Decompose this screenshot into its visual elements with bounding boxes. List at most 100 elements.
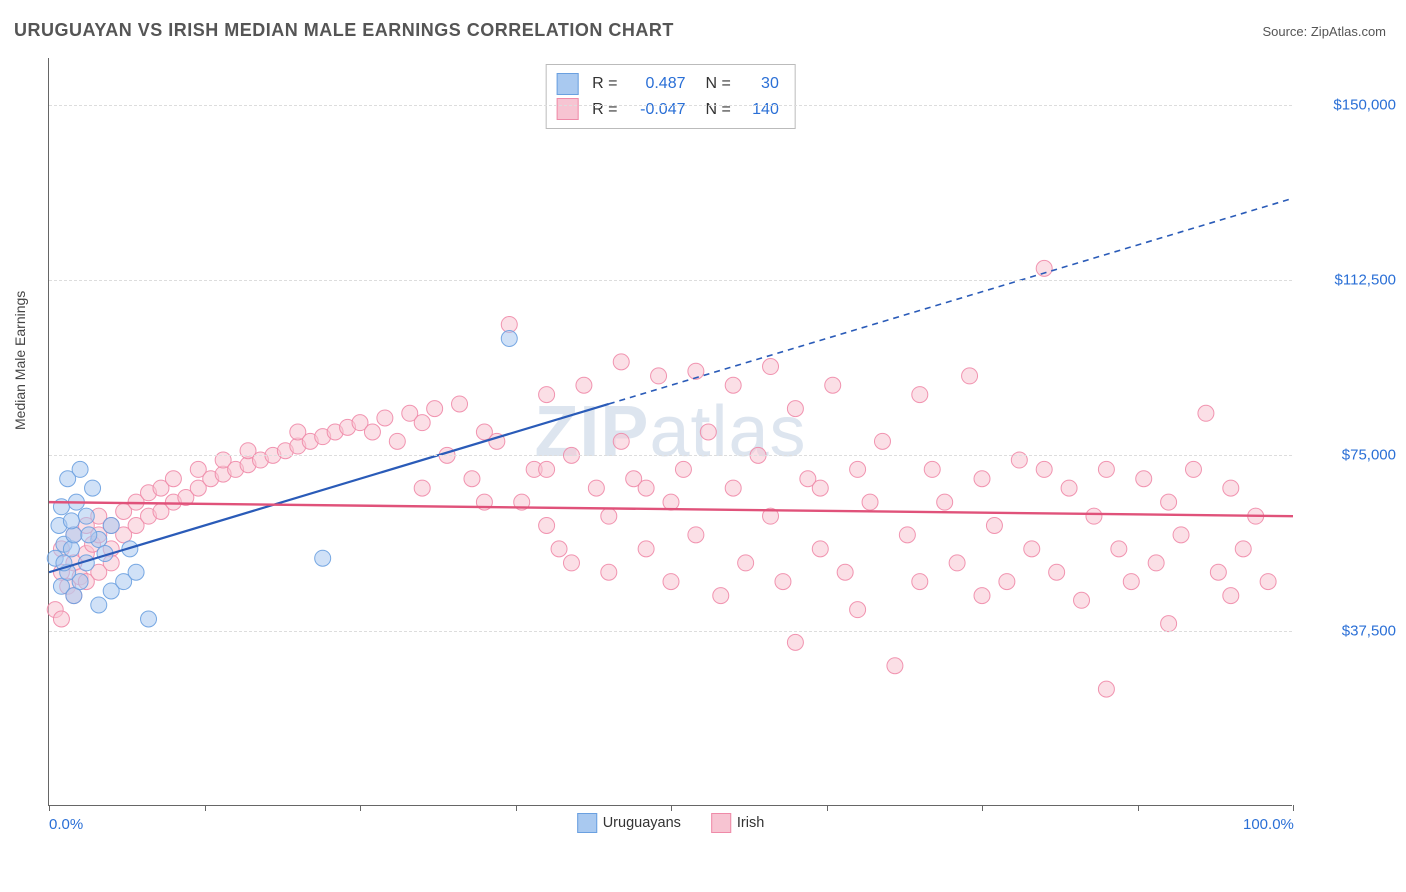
x-tick: [671, 805, 672, 811]
scatter-point: [464, 471, 480, 487]
scatter-point: [837, 564, 853, 580]
x-tick-label: 100.0%: [1243, 816, 1294, 833]
legend-swatch: [577, 813, 597, 833]
stat-r-label: R =: [592, 71, 617, 97]
scatter-point: [576, 377, 592, 393]
x-tick: [827, 805, 828, 811]
scatter-point: [389, 433, 405, 449]
gridline: [49, 631, 1292, 632]
scatter-point: [924, 461, 940, 477]
stats-row: R =-0.047N =140: [556, 97, 779, 123]
x-tick: [1293, 805, 1294, 811]
scatter-point: [613, 433, 629, 449]
scatter-point: [1161, 616, 1177, 632]
scatter-point: [414, 415, 430, 431]
scatter-point: [601, 564, 617, 580]
scatter-point: [1173, 527, 1189, 543]
scatter-point: [1223, 588, 1239, 604]
scatter-point: [850, 461, 866, 477]
scatter-point: [539, 387, 555, 403]
scatter-point: [812, 541, 828, 557]
x-tick: [360, 805, 361, 811]
legend-swatch: [711, 813, 731, 833]
scatter-point: [1024, 541, 1040, 557]
scatter-point: [601, 508, 617, 524]
gridline: [49, 455, 1292, 456]
stats-box: R =0.487N =30R =-0.047N =140: [545, 64, 796, 129]
scatter-point: [539, 461, 555, 477]
legend-item: Uruguayans: [577, 813, 681, 833]
scatter-point: [663, 574, 679, 590]
legend-swatch: [556, 98, 578, 120]
scatter-point: [63, 541, 79, 557]
scatter-point: [874, 433, 890, 449]
scatter-point: [103, 518, 119, 534]
scatter-point: [1061, 480, 1077, 496]
trend-line-dashed: [609, 198, 1293, 404]
plot-area: ZIPatlas R =0.487N =30R =-0.047N =140 Ur…: [48, 58, 1292, 806]
scatter-point: [427, 401, 443, 417]
x-tick: [516, 805, 517, 811]
scatter-point: [85, 480, 101, 496]
scatter-point: [713, 588, 729, 604]
scatter-point: [1235, 541, 1251, 557]
scatter-point: [72, 461, 88, 477]
scatter-point: [812, 480, 828, 496]
scatter-point: [688, 363, 704, 379]
x-tick: [982, 805, 983, 811]
x-tick: [205, 805, 206, 811]
scatter-point: [414, 480, 430, 496]
scatter-point: [775, 574, 791, 590]
scatter-point: [1036, 461, 1052, 477]
scatter-point: [377, 410, 393, 426]
scatter-point: [72, 574, 88, 590]
scatter-point: [638, 480, 654, 496]
scatter-point: [787, 401, 803, 417]
bottom-legend: Uruguayans Irish: [577, 813, 765, 833]
scatter-point: [949, 555, 965, 571]
scatter-point: [962, 368, 978, 384]
scatter-point: [1161, 494, 1177, 510]
legend-label: Irish: [737, 815, 764, 831]
x-tick: [49, 805, 50, 811]
stat-r-value: 0.487: [626, 71, 686, 97]
scatter-point: [675, 461, 691, 477]
scatter-point: [850, 602, 866, 618]
stat-n-value: 140: [739, 97, 779, 123]
scatter-point: [638, 541, 654, 557]
scatter-point: [315, 550, 331, 566]
scatter-point: [501, 331, 517, 347]
stat-r-value: -0.047: [626, 97, 686, 123]
scatter-point: [1223, 480, 1239, 496]
scatter-point: [974, 588, 990, 604]
scatter-point: [999, 574, 1015, 590]
scatter-point: [1210, 564, 1226, 580]
scatter-point: [1074, 592, 1090, 608]
scatter-point: [1136, 471, 1152, 487]
scatter-point: [91, 597, 107, 613]
scatter-point: [1123, 574, 1139, 590]
y-axis-title: Median Male Earnings: [12, 291, 28, 430]
scatter-point: [128, 564, 144, 580]
scatter-point: [1198, 405, 1214, 421]
scatter-point: [63, 513, 79, 529]
scatter-point: [763, 359, 779, 375]
scatter-point: [551, 541, 567, 557]
legend-label: Uruguayans: [603, 815, 681, 831]
source-label: Source: ZipAtlas.com: [1262, 24, 1386, 39]
stat-r-label: R =: [592, 97, 617, 123]
scatter-point: [1260, 574, 1276, 590]
scatter-point: [1148, 555, 1164, 571]
scatter-point: [787, 634, 803, 650]
scatter-point: [588, 480, 604, 496]
stat-n-value: 30: [739, 71, 779, 97]
scatter-point: [651, 368, 667, 384]
legend-swatch: [556, 73, 578, 95]
scatter-point: [688, 527, 704, 543]
scatter-point: [738, 555, 754, 571]
scatter-point: [66, 527, 82, 543]
scatter-point: [81, 527, 97, 543]
scatter-point: [825, 377, 841, 393]
gridline: [49, 105, 1292, 106]
y-tick-label: $37,500: [1306, 622, 1396, 639]
